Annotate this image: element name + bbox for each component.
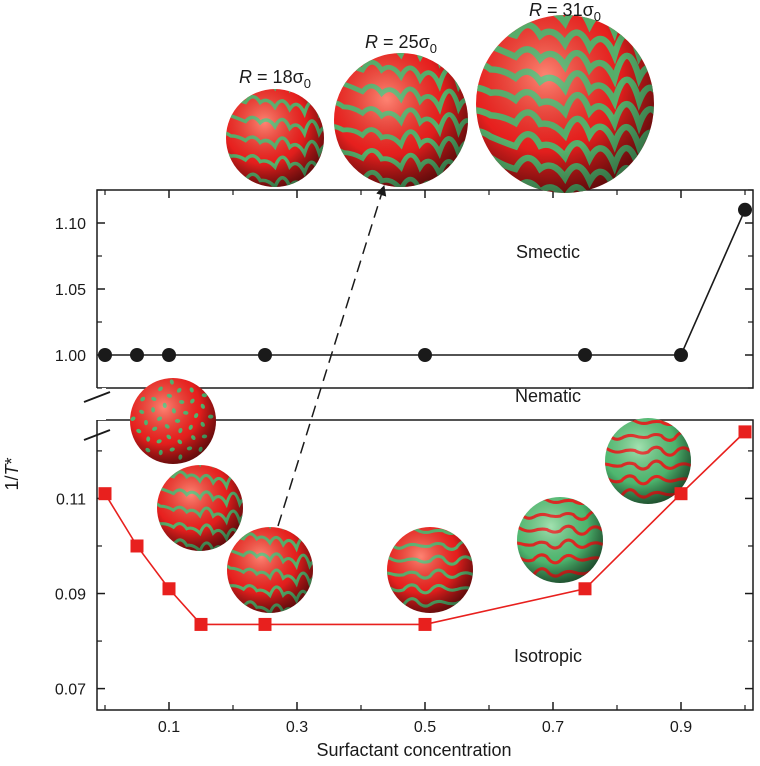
- region-label-nematic: Nematic: [515, 386, 581, 406]
- axis-break: [83, 388, 111, 441]
- radius-label-18: R = 18σ0: [239, 67, 311, 91]
- dashed-arrow: [277, 184, 387, 527]
- y-upper-tick-label: 1.05: [55, 282, 86, 299]
- upper-data-point: [418, 348, 432, 362]
- lower-data-point: [194, 617, 208, 631]
- upper-data-point: [98, 348, 112, 362]
- region-label-smectic: Smectic: [516, 242, 580, 262]
- upper-series: [98, 202, 752, 362]
- upper-data-point: [162, 348, 176, 362]
- y-lower-tick-label: 0.11: [56, 491, 86, 508]
- sphere-conc-05: [387, 527, 473, 613]
- y-upper-tick-label: 1.00: [55, 348, 86, 365]
- lower-series: [98, 425, 752, 631]
- x-tick-label: 0.1: [158, 719, 180, 736]
- upper-data-point: [674, 348, 688, 362]
- x-tick-label: 0.9: [670, 719, 692, 736]
- upper-y-axis-ticks: 1.00 1.05 1.10: [55, 189, 753, 389]
- sphere-conc-075: [517, 497, 603, 583]
- upper-data-point: [578, 348, 592, 362]
- y-axis-title: 1/T*: [2, 457, 22, 490]
- y-upper-tick-label: 1.10: [55, 216, 86, 233]
- x-axis-title: Surfactant concentration: [316, 740, 511, 760]
- sphere-r31: [476, 15, 654, 193]
- lower-data-point: [258, 617, 272, 631]
- upper-data-point: [738, 202, 752, 217]
- lower-data-point: [98, 487, 112, 501]
- lower-data-point: [578, 582, 592, 596]
- y-lower-tick-label: 0.09: [55, 587, 86, 604]
- lower-data-point: [130, 539, 144, 553]
- x-axis-ticks: 0.1 0.3 0.5 0.7 0.9: [104, 190, 746, 736]
- upper-data-point: [130, 348, 144, 362]
- radius-label-25: R = 25σ0: [365, 32, 437, 56]
- lower-data-point: [738, 425, 752, 439]
- lower-data-point: [162, 582, 176, 596]
- upper-data-point: [258, 348, 272, 362]
- x-tick-label: 0.7: [542, 719, 564, 736]
- radius-label-31: R = 31σ0: [529, 0, 601, 24]
- sphere-r25: [334, 53, 468, 187]
- lower-data-point: [674, 487, 688, 501]
- x-tick-label: 0.3: [286, 719, 308, 736]
- sphere-r18: [226, 89, 324, 187]
- upper-series-line: [105, 209, 746, 356]
- region-label-isotropic: Isotropic: [514, 646, 582, 666]
- sphere-conc-0: [130, 378, 216, 464]
- sphere-conc-09: [605, 418, 691, 504]
- lower-y-axis-ticks: 0.07 0.09 0.11: [55, 450, 753, 699]
- y-lower-tick-label: 0.07: [55, 682, 86, 699]
- x-tick-label: 0.5: [414, 719, 436, 736]
- lower-data-point: [418, 617, 432, 631]
